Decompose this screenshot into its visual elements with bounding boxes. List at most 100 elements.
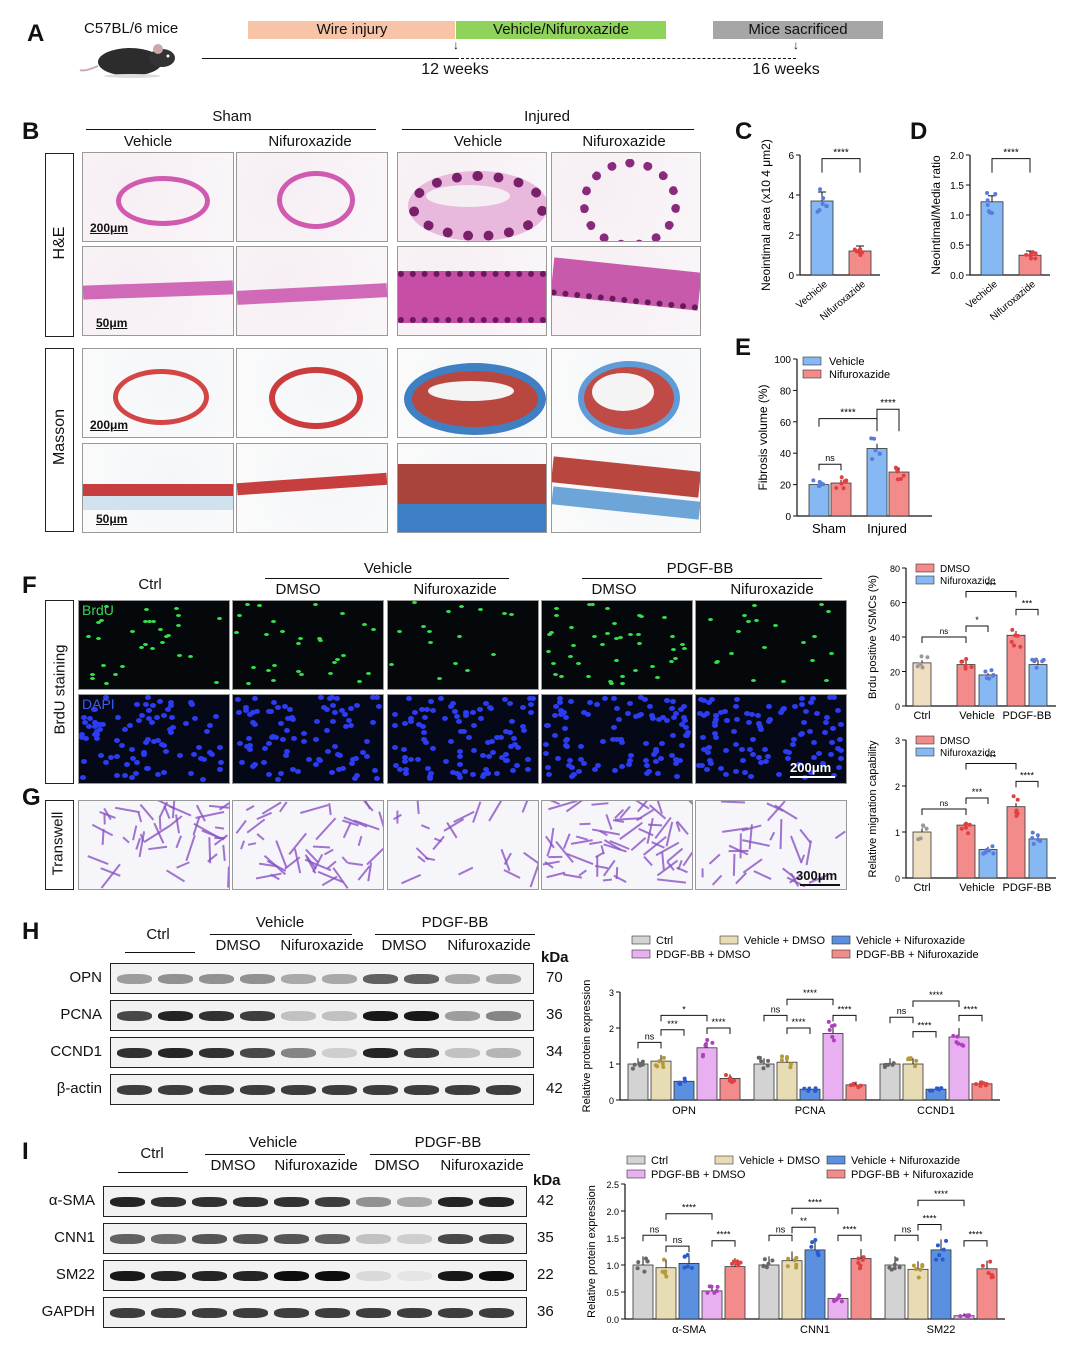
- c-b0-dot-5: [817, 208, 822, 213]
- c-ytick-label-2: 4: [788, 191, 794, 202]
- f-ytick-label-2: 40: [890, 633, 900, 643]
- h-ylabel: Relative protein expression: [581, 980, 593, 1113]
- dapi-channel-label: DAPI: [82, 696, 115, 712]
- e-d00-dot-5: [811, 478, 816, 483]
- h-s2-2-sig: ****: [929, 990, 944, 1000]
- i-legend-label-3: PDGF-BB + DMSO: [651, 1169, 746, 1181]
- i-ytick-label-1: 0.5: [606, 1288, 619, 1298]
- i-d12-dot-0: [813, 1238, 818, 1243]
- f-scale-bar: [790, 776, 835, 778]
- c-ytick-label-0: 0: [788, 271, 794, 282]
- i-s0-2-sig: ****: [682, 1203, 697, 1213]
- h-blot-1: [110, 1000, 534, 1031]
- h-d22-dot-5: [935, 1086, 940, 1091]
- h-d11-dot-4: [784, 1057, 789, 1062]
- f-d10-dot-5: [960, 659, 965, 664]
- g-d21-dot-2: [1038, 839, 1043, 844]
- i-d00-dot-4: [636, 1260, 641, 1265]
- h-s0-3-sig: ****: [711, 1017, 726, 1027]
- h-d01-dot-2: [660, 1061, 665, 1066]
- f-d10-dot-4: [963, 663, 968, 668]
- g-d11-dot-5: [987, 848, 992, 853]
- i-blot-2: [103, 1260, 527, 1291]
- treatment-bar: [456, 21, 666, 39]
- g-d10-dot-0: [966, 831, 971, 836]
- i-col-nif-1: Nifuroxazide: [274, 1157, 358, 1174]
- g-s1-sig: ***: [972, 787, 983, 797]
- e-ytick-label-3: 60: [780, 418, 792, 429]
- i-d22-dot-1: [935, 1243, 940, 1248]
- h-d13-dot-4: [830, 1034, 835, 1039]
- f-col-ctrl: Ctrl: [138, 576, 162, 593]
- he-sham-vehicle-zoom: [82, 246, 234, 336]
- e-legend-label-0: Vehicle: [829, 356, 864, 368]
- e-xtick-0: Sham: [812, 521, 846, 536]
- h-d02-dot-2: [683, 1079, 688, 1084]
- i-d12-dot-4: [815, 1249, 820, 1254]
- e-s1-bracket: [818, 418, 878, 427]
- h-d00-dot-4: [630, 1066, 635, 1071]
- g-ylabel: Relative migration capability: [867, 740, 879, 877]
- g-s2-bracket: [965, 762, 1017, 770]
- i-s1-0-sig: ns: [776, 1224, 786, 1234]
- e-d01-dot-2: [839, 475, 844, 480]
- h-d21-dot-1: [913, 1064, 918, 1069]
- i-d14-dot-5: [856, 1260, 861, 1265]
- brdu-channel-label: BrdU: [82, 602, 114, 618]
- row-he-box: [45, 153, 74, 337]
- i-bar-1-1: [781, 1260, 803, 1320]
- sacrificed-bar: [713, 21, 883, 39]
- h-group-pdgf: PDGF-BB: [421, 914, 489, 931]
- g-d10-dot-5: [963, 825, 968, 830]
- brdu-pdgf-dmso: [541, 600, 693, 690]
- i-legend-label-4: PDGF-BB + Nifuroxazide: [851, 1169, 974, 1181]
- d-b0-dot-5: [985, 191, 990, 196]
- g-xtick-1: Vehicle: [959, 882, 994, 894]
- d-ylabel: Neointimal/Media ratio: [930, 155, 943, 275]
- i-d23-dot-0: [958, 1314, 963, 1319]
- i-ctrl-underline: [118, 1172, 188, 1173]
- h-xtick-2: CCND1: [917, 1105, 955, 1117]
- g-d20-dot-4: [1015, 797, 1020, 802]
- f-d21-dot-2: [1040, 659, 1045, 664]
- i-d10-dot-4: [761, 1263, 766, 1268]
- h-d01-dot-0: [661, 1064, 666, 1069]
- i-d20-dot-5: [889, 1267, 894, 1272]
- i-d11-dot-0: [794, 1265, 799, 1270]
- g-legend-swatch-1: [915, 747, 935, 757]
- e-ytick-label-2: 40: [780, 449, 792, 460]
- i-d02-dot-5: [682, 1254, 687, 1259]
- g-d11-dot-4: [990, 844, 995, 849]
- i-d23-dot-5: [966, 1314, 971, 1319]
- f-s0-bracket: [921, 636, 967, 643]
- f-d11-dot-5: [991, 673, 996, 678]
- i-d10-dot-5: [764, 1265, 769, 1270]
- i-d22-dot-0: [941, 1247, 946, 1252]
- h-d24-dot-1: [978, 1083, 983, 1088]
- f-col-nif-1: Nifuroxazide: [413, 581, 497, 598]
- i-row-2-label: SM22: [55, 1265, 95, 1283]
- c-b0-dot-3: [818, 187, 823, 192]
- f-bar-1-0: [956, 664, 976, 707]
- g-d20-dot-3: [1015, 811, 1020, 816]
- g-s1-bracket: [965, 797, 989, 804]
- h-row-1-label: PCNA: [60, 1005, 102, 1023]
- e-d11-dot-4: [901, 473, 906, 478]
- panel-label-d: D: [910, 118, 928, 145]
- c-b1-dot-6: [856, 248, 861, 253]
- g-s0-bracket: [921, 808, 967, 815]
- sham-underline: [86, 129, 376, 130]
- f-dctrl-dot-0: [925, 655, 930, 660]
- h-ytick-label-0: 0: [609, 1096, 614, 1106]
- row-he-label: H&E: [51, 226, 68, 260]
- h-legend-swatch-1: [719, 935, 739, 945]
- h-d10-dot-1: [759, 1059, 764, 1064]
- e-d01-dot-3: [844, 478, 849, 483]
- h-s2-2-bracket: [912, 1000, 960, 1007]
- e-d00-dot-4: [816, 484, 821, 489]
- h-col-dmso-2: DMSO: [381, 937, 427, 954]
- g-bar-2-0: [1006, 806, 1026, 879]
- c-xtick-0: Vechicle: [794, 279, 830, 312]
- i-group-pdgf: PDGF-BB: [414, 1134, 482, 1151]
- g-d20-dot-5: [1014, 808, 1019, 813]
